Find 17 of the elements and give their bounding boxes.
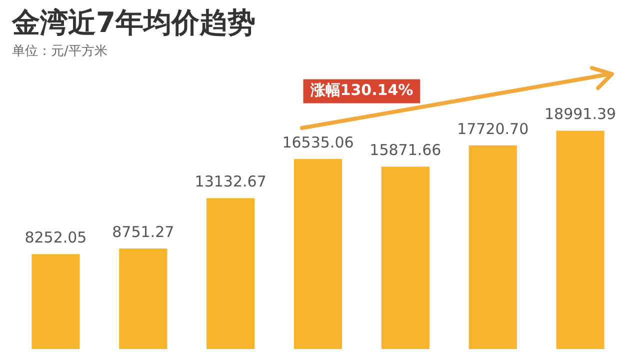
data-label: 15871.66 <box>370 141 442 160</box>
bar <box>381 166 430 349</box>
bar <box>119 248 168 349</box>
bar <box>556 130 604 349</box>
chart-subtitle: 单位：元/平方米 <box>12 42 108 59</box>
data-label: 8751.27 <box>112 222 174 241</box>
chart-title: 金湾近7年均价趋势 <box>11 6 256 40</box>
bar <box>468 145 517 349</box>
bar <box>32 254 80 349</box>
bar <box>206 198 255 349</box>
bar <box>294 159 342 349</box>
data-label: 13132.67 <box>194 172 266 190</box>
data-label: 17720.70 <box>457 120 529 138</box>
data-label: 18991.39 <box>544 105 616 124</box>
data-label: 8252.05 <box>24 228 87 247</box>
data-label: 16535.06 <box>282 133 354 152</box>
text: 涨幅130.14% <box>309 81 414 100</box>
